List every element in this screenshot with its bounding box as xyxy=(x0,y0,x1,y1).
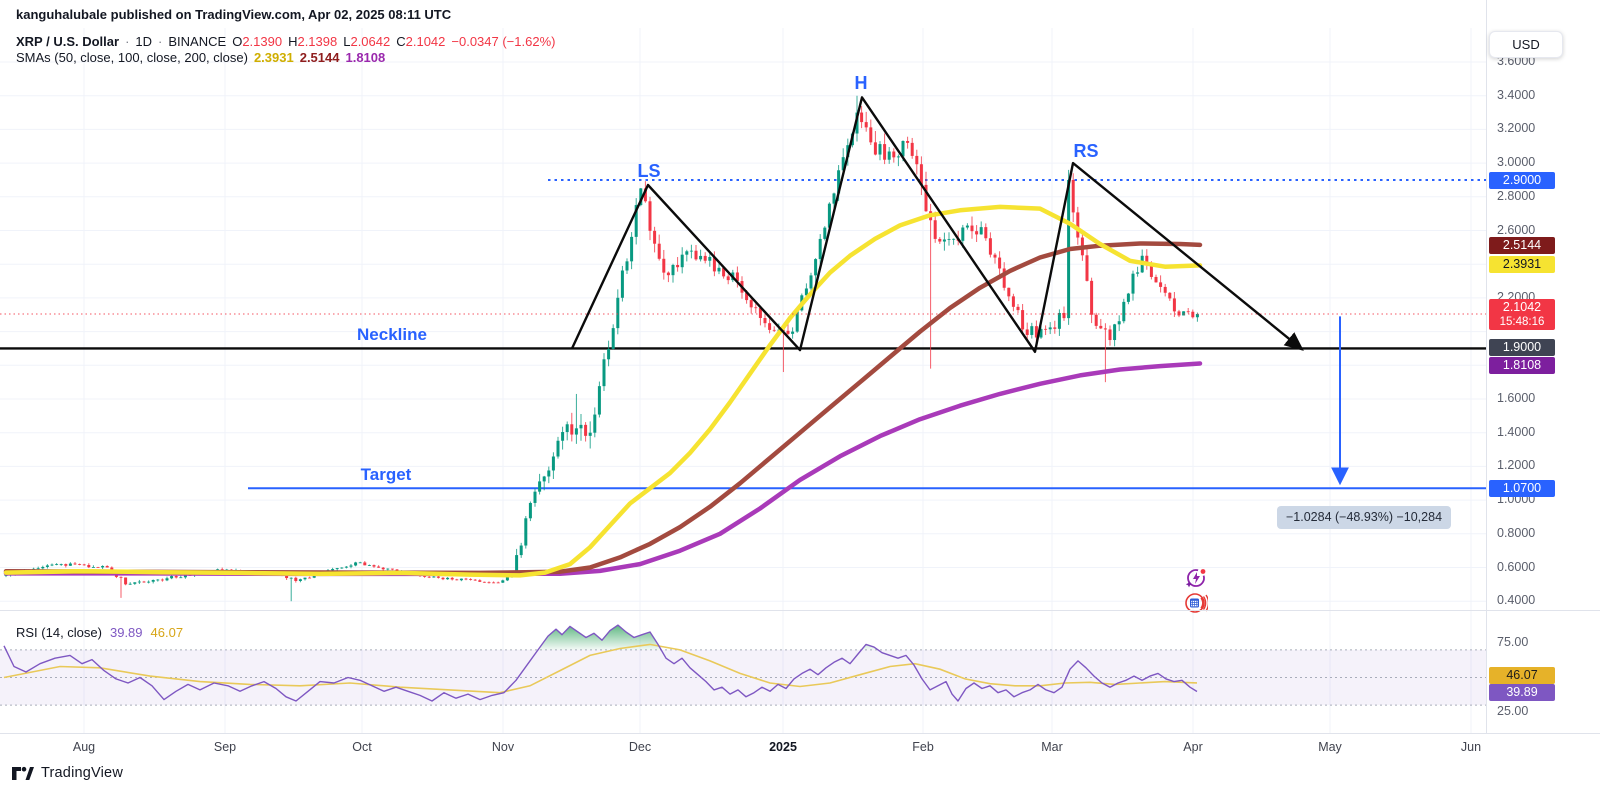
tradingview-logo-icon xyxy=(12,766,34,780)
time-label-Sep: Sep xyxy=(213,740,237,754)
price-tick-0.6000: 0.6000 xyxy=(1497,559,1536,574)
sma-value-0: 2.3931 xyxy=(253,50,294,65)
tradingview-logo-text: TradingView xyxy=(41,765,123,781)
symbol-name: XRP / U.S. Dollar xyxy=(16,34,120,49)
price-badge-1.9000: 1.9000 xyxy=(1489,338,1555,356)
price-tick-1.4000: 1.4000 xyxy=(1497,424,1536,439)
price-tick-0.4000: 0.4000 xyxy=(1497,593,1536,608)
rsi-tick-75.00: 75.00 xyxy=(1497,635,1529,649)
rsi-legend-label: RSI (14, close) xyxy=(16,625,102,640)
tradingview-branding[interactable]: TradingView xyxy=(12,765,123,781)
earnings-calendar-icon[interactable] xyxy=(1184,591,1210,615)
time-label-Feb: Feb xyxy=(912,740,934,754)
time-label-Apr: Apr xyxy=(1183,740,1203,754)
separator: · xyxy=(125,34,130,49)
projection-callout[interactable]: −1.0284 (−48.93%) −10,284 xyxy=(1277,506,1451,529)
time-label-Jun: Jun xyxy=(1460,740,1482,754)
price-axis[interactable]: 3.6000 3.4000 3.2000 3.0000 2.8000 2.6000 2.20… xyxy=(1486,0,1600,757)
neckline-label[interactable]: Neckline xyxy=(357,325,427,344)
price-badge-2.9000: 2.9000 xyxy=(1489,171,1555,189)
currency-usd-button[interactable]: USD xyxy=(1489,31,1563,58)
sma-legend-row[interactable]: SMAs (50, close, 100, close, 200, close)… xyxy=(16,50,385,65)
right-shoulder-label[interactable]: RS xyxy=(1073,141,1099,161)
interval: 1D xyxy=(135,34,153,49)
price-tick-3.4000: 3.4000 xyxy=(1497,87,1536,102)
time-label-Aug: Aug xyxy=(72,740,96,754)
change-value: −0.0347 (−1.62%) xyxy=(451,34,556,49)
time-label-Dec: Dec xyxy=(628,740,652,754)
ohlc-C: C2.1042 xyxy=(396,34,446,49)
head-label[interactable]: H xyxy=(854,73,868,93)
sma-value-2: 1.8108 xyxy=(345,50,386,65)
price-tick-3.0000: 3.0000 xyxy=(1497,155,1536,170)
sma-legend-label: SMAs (50, close, 100, close, 200, close) xyxy=(16,50,248,65)
target-label[interactable]: Target xyxy=(360,465,412,484)
time-label-Mar: Mar xyxy=(1041,740,1063,754)
rsi-tick-25.00: 25.00 xyxy=(1497,704,1529,718)
price-badge-1.8108: 1.8108 xyxy=(1489,356,1555,374)
ohlc-O: O2.1390 xyxy=(232,34,283,49)
rsi-badge-39.89: 39.89 xyxy=(1489,683,1555,701)
ai-spark-icon[interactable] xyxy=(1184,566,1208,590)
price-badge-2.5144: 2.5144 xyxy=(1489,236,1555,254)
time-label-Oct: Oct xyxy=(352,740,372,754)
symbol-legend-row[interactable]: XRP / U.S. Dollar · 1D · BINANCE O2.1390 H2.13… xyxy=(16,34,555,49)
price-tick-3.2000: 3.2000 xyxy=(1497,121,1536,136)
left-shoulder-label[interactable]: LS xyxy=(637,161,661,181)
price-tick-1.6000: 1.6000 xyxy=(1497,391,1536,405)
ohlc-L: L2.0642 xyxy=(343,34,391,49)
price-badge-1.0700: 1.0700 xyxy=(1489,479,1555,497)
time-axis[interactable]: Aug Sep Oct Nov Dec 2025 Feb Mar Apr May Jun xyxy=(0,733,1600,759)
publish-watermark: kanguhalubale published on TradingView.c… xyxy=(16,7,452,22)
price-tick-2.6000: 2.6000 xyxy=(1497,222,1536,237)
price-badge-2.1042: 2.1042 15:48:16 xyxy=(1489,299,1555,330)
price-tick-2.8000: 2.8000 xyxy=(1497,188,1536,203)
time-label-Nov: Nov xyxy=(491,740,515,754)
price-badge-2.3931: 2.3931 xyxy=(1489,255,1555,273)
exchange: BINANCE xyxy=(168,34,227,49)
pane-divider[interactable] xyxy=(0,610,1600,611)
ohlc-H: H2.1398 xyxy=(288,34,338,49)
price-tick-0.8000: 0.8000 xyxy=(1497,525,1536,540)
time-label-2025: 2025 xyxy=(769,740,797,754)
price-tick-1.2000: 1.2000 xyxy=(1497,458,1536,473)
rsi-badge-46.07: 46.07 xyxy=(1489,666,1555,684)
separator: · xyxy=(158,34,163,49)
time-label-May: May xyxy=(1318,740,1342,754)
rsi-legend-row[interactable]: RSI (14, close) 39.89 46.07 xyxy=(16,625,183,640)
sma-value-1: 2.5144 xyxy=(299,50,340,65)
rsi-value: 39.89 xyxy=(109,625,143,640)
rsi-ma-value: 46.07 xyxy=(150,625,184,640)
